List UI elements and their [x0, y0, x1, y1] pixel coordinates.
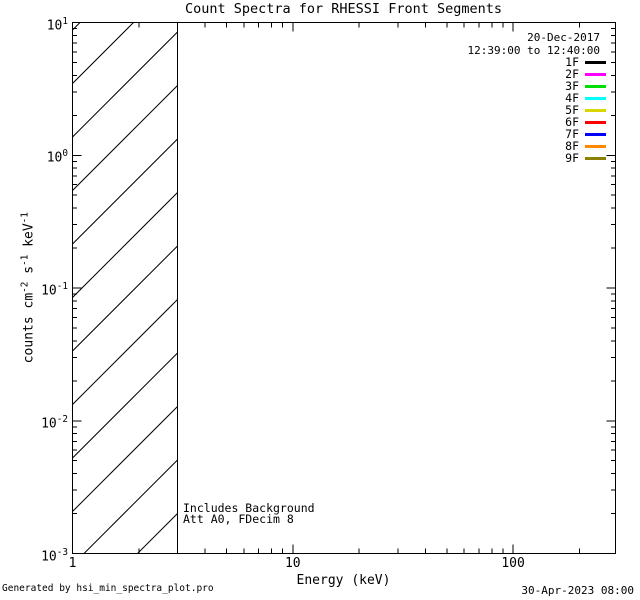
y-axis-label: counts cm-2 s-1 keV-1 [19, 138, 36, 438]
legend-entry: 7F [549, 128, 606, 140]
generator-credit: Generated by hsi_min_spectra_plot.pro [2, 583, 214, 594]
y-tick-label: 10-2 [41, 413, 68, 432]
y-tick-label: 101 [46, 15, 68, 33]
chart-title: Count Spectra for RHESSI Front Segments [185, 1, 502, 17]
y-axis-label-exponent: -2 [19, 281, 31, 293]
legend-color-swatch [585, 85, 606, 89]
generation-timestamp: 30-Apr-2023 08:00 [521, 584, 634, 597]
legend-color-swatch [585, 61, 606, 65]
legend-color-swatch [585, 132, 606, 136]
y-axis-label-text: keV [21, 223, 37, 255]
legend-entry-label: 7F [565, 126, 579, 141]
legend-entry-label: 6F [565, 114, 579, 129]
legend-entry: 5F [549, 103, 606, 117]
x-tick-label: 10 [284, 556, 301, 571]
legend-color-swatch [585, 97, 606, 101]
y-tick-label: 10-1 [41, 281, 68, 299]
background-note: Includes Background [183, 501, 315, 515]
legend-entry-label: 8F [565, 138, 579, 153]
plot-annotations: Includes Background Att A0, FDecim 8 [183, 501, 315, 526]
legend-entry: 1F [549, 57, 606, 69]
legend-entry-label: 3F [565, 79, 579, 94]
y-axis-label-exponent: -1 [19, 254, 31, 266]
legend-color-swatch [585, 144, 606, 148]
legend: 1F 2F 3F 4F 5F 6F 7F 8F 9F [549, 57, 606, 164]
y-tick-label: 100 [46, 148, 68, 166]
observation-stamp: 20-Dec-2017 12:39:00 to 12:40:00 [468, 31, 600, 57]
x-axis-label: Energy (keV) [296, 573, 391, 588]
legend-entry: 8F [549, 140, 606, 152]
legend-color-swatch [585, 156, 606, 160]
attenuation-note: Att A0, FDecim 8 [183, 512, 294, 526]
legend-entry-label: 9F [565, 150, 579, 165]
legend-color-swatch [585, 73, 606, 77]
legend-entry: 9F [549, 152, 606, 164]
observation-date: 20-Dec-2017 [527, 31, 600, 44]
y-tick-label: 10-3 [41, 546, 68, 564]
legend-entry-label: 1F [565, 55, 579, 70]
y-axis-label-text: counts cm [21, 292, 37, 364]
x-tick-label: 1 [68, 556, 77, 571]
legend-color-swatch [585, 109, 606, 112]
legend-entry-label: 2F [565, 67, 579, 82]
legend-entry: 2F [549, 69, 606, 81]
legend-color-swatch [585, 120, 606, 124]
legend-entry-label: 4F [565, 91, 579, 106]
x-tick-label: 100 [501, 556, 525, 571]
observation-time-range: 12:39:00 to 12:40:00 [467, 44, 600, 57]
y-axis-label-text: s [21, 265, 37, 282]
legend-entry-label: 5F [565, 103, 579, 117]
legend-entry: 3F [549, 79, 606, 94]
legend-entry: 6F [549, 116, 606, 128]
legend-entry: 4F [549, 91, 606, 106]
y-axis-label-exponent: -1 [19, 212, 31, 224]
